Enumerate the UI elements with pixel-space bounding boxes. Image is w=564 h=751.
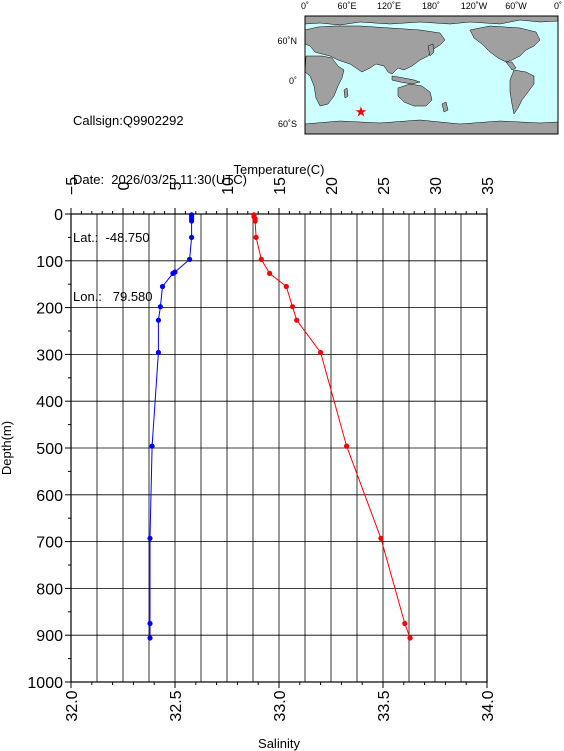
map-lon-label: 60˚W [505,1,527,11]
top-axis-label: Temperature(C) [233,162,324,177]
temperature-point [258,256,264,262]
salinity-point [147,635,153,641]
temperature-point [318,349,324,356]
salinity-point [189,234,195,240]
y-tick-label: 500 [36,441,63,458]
y-tick-label: 800 [36,581,63,598]
salinity-line [149,214,193,638]
map-lon-label: 60˚E [337,1,356,11]
top-tick-label: 35 [480,177,497,195]
top-tick-label: 25 [376,177,393,195]
temperature-point [378,535,384,541]
map-lat-label: 60˚N [277,36,297,46]
temperature-point [252,218,258,224]
y-tick-label: 700 [36,535,63,552]
y-tick-label: 300 [36,347,63,364]
temperature-point [283,283,289,290]
y-axis-label: Depth(m) [0,421,14,475]
callsign-text: Callsign:Q9902292 [73,113,184,128]
y-tick-label: 0 [54,207,63,224]
map-lon-label: 0˚ [301,1,309,11]
top-tick-label: 10 [220,177,237,195]
bottom-tick-label: 33.5 [376,690,393,721]
temperature-point [253,234,259,240]
y-tick-label: 400 [36,394,63,411]
map-land [304,15,559,135]
salinity-point [155,317,161,323]
salinity-point [149,443,155,449]
temperature-point [402,620,408,627]
top-tick-label: 30 [428,177,445,195]
salinity-point [159,283,166,290]
y-tick-label: 900 [36,628,63,645]
station-marker-icon: ★ [355,104,368,120]
top-tick-label: 0 [116,181,133,190]
temperature-point [294,317,300,323]
y-tick-label: 200 [36,301,63,318]
top-tick-label: −5 [64,177,81,195]
top-tick-label: 5 [168,181,185,190]
temperature-point [267,270,273,276]
salinity-point [187,256,193,262]
y-tick-label: 1000 [27,675,63,692]
y-tick-label: 100 [36,254,63,271]
temperature-point [344,443,350,449]
salinity-point [189,218,195,224]
map-lon-label: 0˚ [554,1,562,11]
temperature-point [289,304,296,310]
top-tick-label: 15 [272,177,289,195]
salinity-point [147,620,153,627]
map-lon-label: 120˚E [377,1,401,11]
bottom-tick-label: 34.0 [480,690,497,721]
date-text: Date: 2026/03/25 11:30(UTC) [73,171,247,187]
map-lat-label: 60˚S [278,119,297,129]
bottom-tick-label: 32.0 [64,690,81,721]
top-tick-label: 20 [324,177,341,195]
bottom-axis-label: Salinity [258,736,300,751]
temperature-line [253,214,411,639]
bottom-tick-label: 33.0 [272,690,289,721]
salinity-point [155,349,161,356]
latitude-text: Lat.: -48.750 [73,230,150,245]
salinity-point [147,535,153,541]
map-lat-label: 0˚ [289,76,297,86]
bottom-tick-label: 32.5 [168,690,185,721]
temperature-point [407,635,413,641]
map-lon-label: 120˚W [461,1,488,11]
salinity-point [170,270,176,276]
salinity-point [157,304,163,310]
map-lon-label: 180˚ [422,1,440,11]
y-tick-label: 600 [36,488,63,505]
